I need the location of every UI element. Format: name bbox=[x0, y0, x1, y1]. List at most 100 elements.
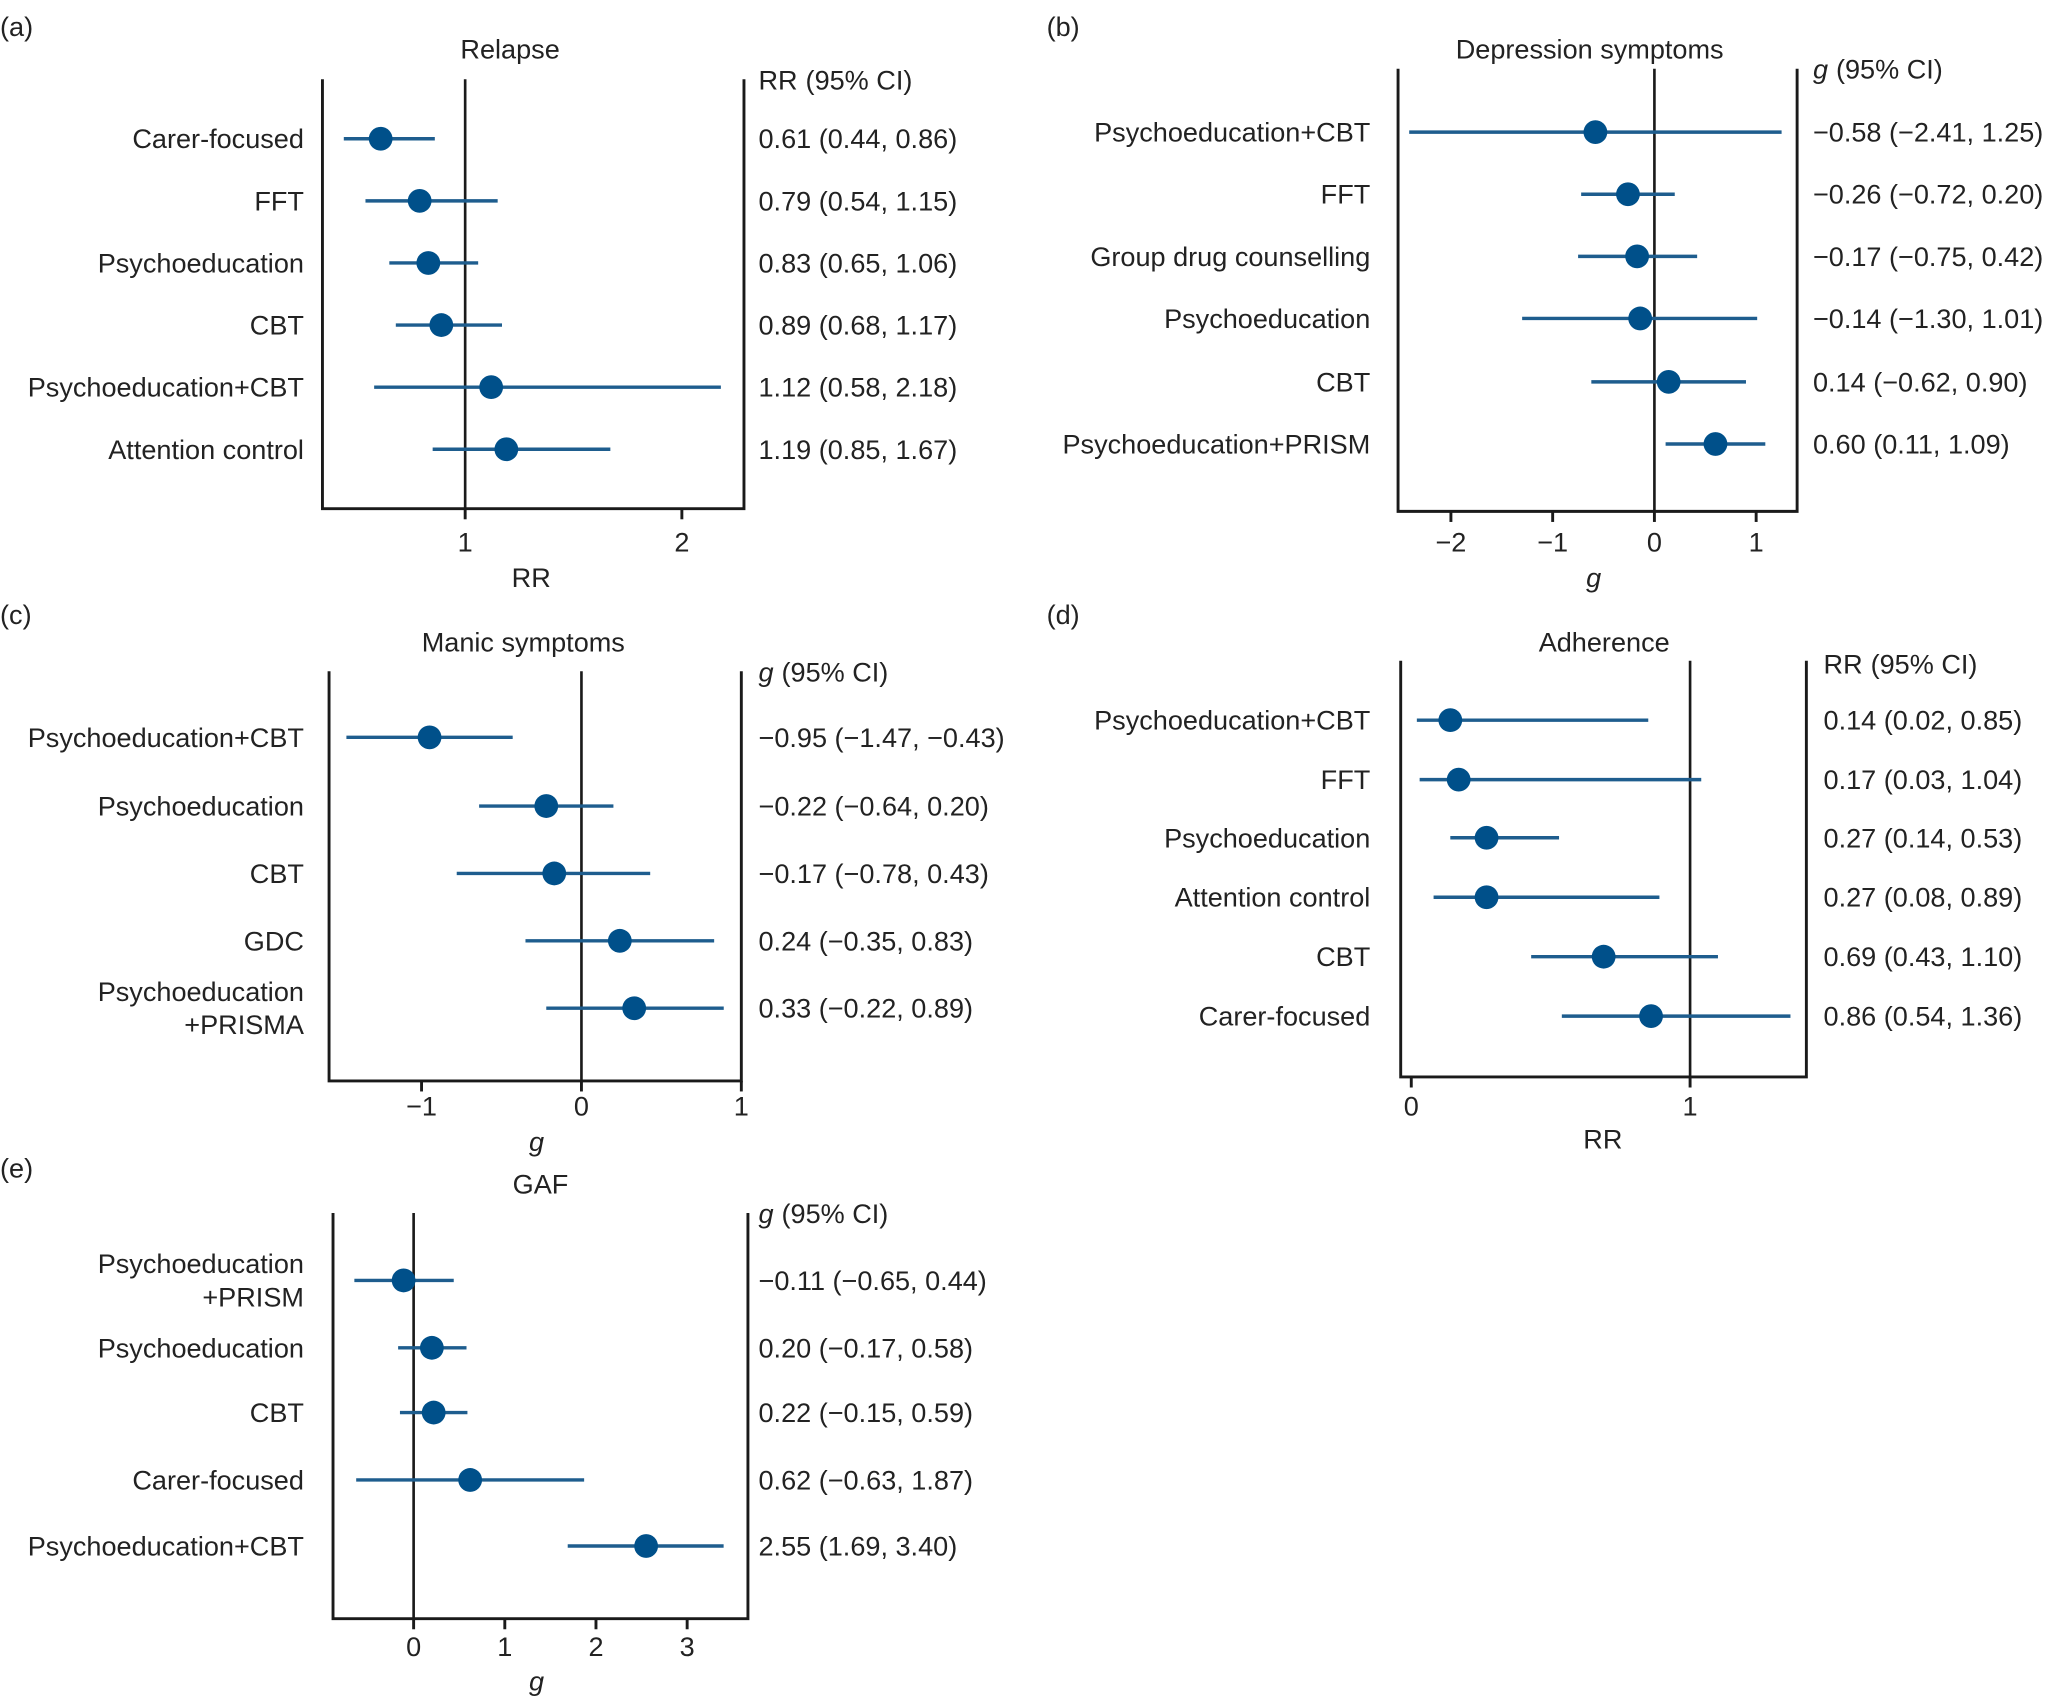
x-tick-label: 1 bbox=[1683, 1091, 1698, 1122]
ci-value-text: 2.55 (1.69, 3.40) bbox=[759, 1531, 958, 1562]
forest-row: Psychoeducation+PRISM 0.60 (0.11, 1.09) bbox=[1062, 428, 2009, 459]
ci-column-header: RR (95% CI) bbox=[759, 64, 913, 95]
row-label: Carer-focused bbox=[132, 1464, 304, 1495]
row-label: Psychoeducation bbox=[98, 791, 304, 822]
ci-value-text: 0.86 (0.54, 1.36) bbox=[1824, 1001, 2023, 1032]
forest-row: Carer-focused 0.62 (−0.63, 1.87) bbox=[132, 1464, 973, 1495]
x-axis-label: RR bbox=[1583, 1124, 1622, 1155]
ci-value-text: −0.26 (−0.72, 0.20) bbox=[1813, 179, 2043, 210]
row-label: Attention control bbox=[108, 434, 304, 465]
point-estimate bbox=[416, 251, 441, 275]
point-estimate bbox=[421, 1400, 446, 1425]
point-estimate bbox=[1583, 120, 1608, 145]
forest-row: Psychoeducation +PRISMA 0.33 (−0.22, 0.89) bbox=[98, 976, 973, 1040]
x-tick-label: 0 bbox=[406, 1631, 421, 1662]
ci-value-text: 0.33 (−0.22, 0.89) bbox=[759, 993, 974, 1024]
point-estimate bbox=[419, 1335, 444, 1360]
ci-column-header: RR (95% CI) bbox=[1824, 648, 1978, 679]
header-text: (95% CI) bbox=[806, 64, 913, 95]
forest-row: Psychoeducation +PRISM −0.11 (−0.65, 0.44) bbox=[98, 1248, 987, 1312]
plot-frame bbox=[320, 79, 746, 511]
forest-row: Psychoeducation 0.83 (0.65, 1.06) bbox=[98, 247, 958, 278]
row-label: Psychoeducation+CBT bbox=[1094, 117, 1370, 148]
point-estimate bbox=[1616, 182, 1640, 207]
panel-label: (e) bbox=[0, 1153, 33, 1184]
header-symbol: g bbox=[1813, 53, 1828, 84]
point-estimate bbox=[494, 437, 519, 462]
panel-label: (b) bbox=[1047, 11, 1080, 42]
ci-value-text: 0.60 (0.11, 1.09) bbox=[1813, 428, 2010, 459]
row-label-line: +PRISMA bbox=[184, 1009, 305, 1040]
x-tick-label: 2 bbox=[674, 526, 689, 557]
plot-frame bbox=[1399, 660, 1808, 1079]
ci-value-text: 1.12 (0.58, 2.18) bbox=[759, 372, 958, 403]
ci-value-text: 0.62 (−0.63, 1.87) bbox=[759, 1464, 974, 1495]
header-symbol: RR bbox=[759, 64, 798, 95]
header-symbol: RR bbox=[1824, 648, 1863, 679]
forest-row: GDC 0.24 (−0.35, 0.83) bbox=[244, 925, 973, 956]
row-label: FFT bbox=[1321, 764, 1371, 795]
ci-value-text: 1.19 (0.85, 1.67) bbox=[759, 434, 958, 465]
row-label: Psychoeducation bbox=[1164, 303, 1370, 334]
ci-value-text: −0.95 (−1.47, −0.43) bbox=[759, 722, 1005, 753]
row-label: CBT bbox=[250, 310, 304, 341]
x-tick-label: 1 bbox=[1749, 526, 1764, 557]
row-label: Psychoeducation+CBT bbox=[28, 1531, 304, 1562]
point-estimate bbox=[607, 928, 632, 953]
panel-title: Depression symptoms bbox=[1456, 33, 1724, 64]
ci-value-text: 0.89 (0.68, 1.17) bbox=[759, 310, 958, 341]
row-label: CBT bbox=[250, 1397, 304, 1428]
forest-row: Psychoeducation −0.14 (−1.30, 1.01) bbox=[1164, 303, 2043, 334]
ci-column-header: g (95% CI) bbox=[1813, 53, 1943, 84]
panel-title: Adherence bbox=[1539, 627, 1670, 658]
row-label: Carer-focused bbox=[1199, 1001, 1371, 1032]
plot-frame bbox=[1396, 68, 1799, 513]
forest-row: CBT −0.17 (−0.78, 0.43) bbox=[250, 858, 989, 889]
forest-row: CBT 0.89 (0.68, 1.17) bbox=[250, 310, 957, 341]
forest-row: Attention control 0.27 (0.08, 0.89) bbox=[1175, 882, 2023, 913]
forest-row: Psychoeducation 0.27 (0.14, 0.53) bbox=[1164, 822, 2022, 853]
forest-row: CBT 0.14 (−0.62, 0.90) bbox=[1316, 366, 2027, 397]
ci-value-text: −0.17 (−0.78, 0.43) bbox=[759, 858, 989, 889]
ci-value-text: −0.22 (−0.64, 0.20) bbox=[759, 791, 989, 822]
row-label: Psychoeducation +PRISMA bbox=[98, 976, 305, 1040]
row-label: GDC bbox=[244, 925, 304, 956]
panel-b: (b) Depression symptoms g (95% CI) −2 −1 0 1 g Ps… bbox=[1047, 11, 2044, 593]
x-tick-label: 1 bbox=[458, 526, 473, 557]
row-label: Psychoeducation+CBT bbox=[28, 722, 304, 753]
forest-row: FFT 0.79 (0.54, 1.15) bbox=[254, 185, 957, 216]
x-tick-label: −2 bbox=[1435, 526, 1466, 557]
row-label: Carer-focused bbox=[132, 123, 304, 154]
x-tick-label: −1 bbox=[406, 1091, 437, 1122]
point-estimate bbox=[1628, 306, 1653, 331]
ci-value-text: 0.27 (0.14, 0.53) bbox=[1824, 822, 2023, 853]
ci-value-text: 0.14 (−0.62, 0.90) bbox=[1813, 366, 2028, 397]
panel-label: (a) bbox=[0, 11, 33, 42]
x-axis-label: RR bbox=[512, 562, 551, 593]
ci-value-text: 0.83 (0.65, 1.06) bbox=[759, 247, 958, 278]
ci-value-text: 0.24 (−0.35, 0.83) bbox=[759, 925, 974, 956]
row-label: Psychoeducation+CBT bbox=[1094, 705, 1370, 736]
panel-label: (d) bbox=[1047, 599, 1080, 630]
x-tick-label: −1 bbox=[1537, 526, 1568, 557]
point-estimate bbox=[417, 725, 442, 750]
forest-row: CBT 0.69 (0.43, 1.10) bbox=[1316, 941, 2022, 972]
ci-value-text: 0.69 (0.43, 1.10) bbox=[1824, 941, 2023, 972]
ci-value-text: −0.17 (−0.75, 0.42) bbox=[1813, 241, 2043, 272]
point-estimate bbox=[634, 1534, 659, 1558]
row-label: FFT bbox=[254, 185, 304, 216]
row-label: FFT bbox=[1321, 179, 1371, 210]
panel-title: GAF bbox=[513, 1168, 569, 1199]
point-estimate bbox=[1474, 885, 1499, 910]
forest-row: FFT 0.17 (0.03, 1.04) bbox=[1321, 764, 2023, 795]
point-estimate bbox=[1446, 767, 1471, 792]
forest-row: Psychoeducation+CBT 1.12 (0.58, 2.18) bbox=[28, 372, 957, 403]
forest-row: FFT −0.26 (−0.72, 0.20) bbox=[1321, 179, 2044, 210]
x-tick-label: 3 bbox=[680, 1631, 695, 1662]
point-estimate bbox=[479, 375, 504, 400]
x-tick-label: 0 bbox=[574, 1091, 589, 1122]
panel-title: Manic symptoms bbox=[422, 627, 625, 658]
ci-value-text: −0.11 (−0.65, 0.44) bbox=[759, 1265, 987, 1296]
